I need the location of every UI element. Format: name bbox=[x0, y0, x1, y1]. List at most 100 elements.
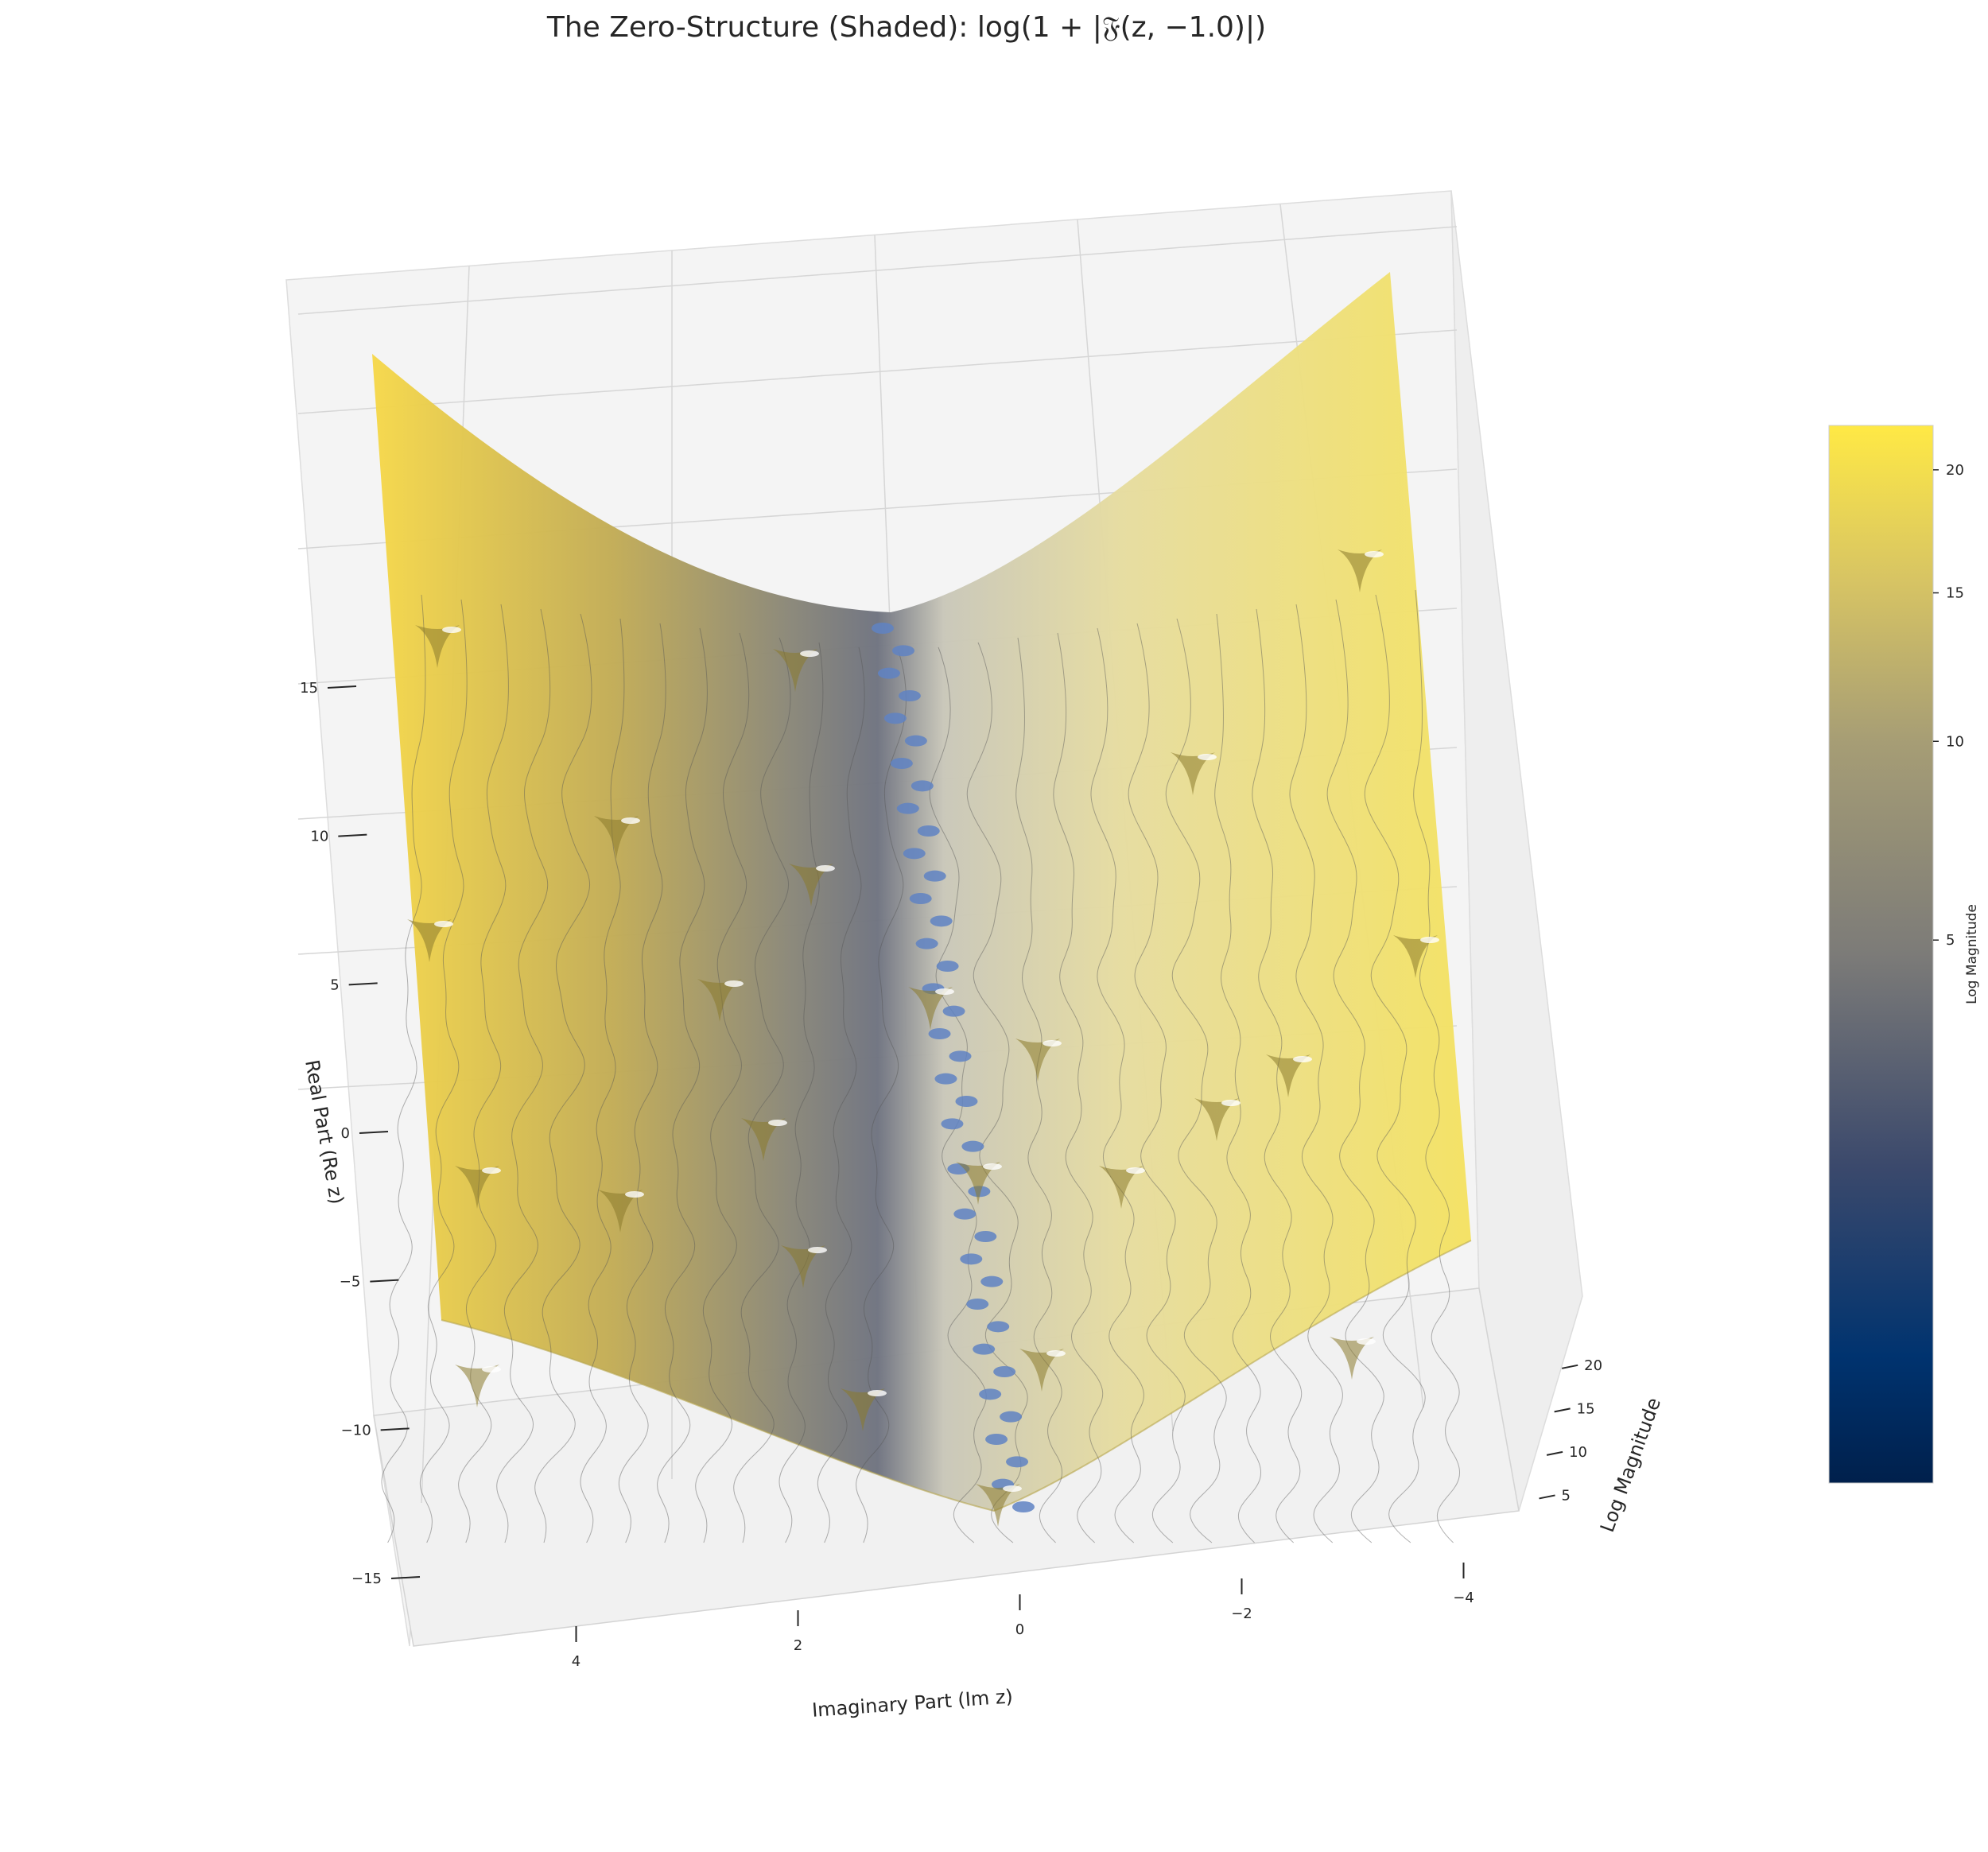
cusp-feature bbox=[1330, 1337, 1374, 1380]
colorbar-gradient bbox=[1828, 425, 1934, 1484]
x-tick-label: 0 bbox=[1015, 1621, 1024, 1638]
y-tick-label: 15 bbox=[300, 680, 318, 697]
zero-marker bbox=[936, 961, 959, 972]
cusp-highlight bbox=[482, 1366, 501, 1372]
cusp-highlight bbox=[1293, 1056, 1312, 1062]
surface-plot bbox=[372, 272, 1472, 1543]
zero-marker bbox=[915, 938, 938, 949]
cusp-feature bbox=[594, 816, 639, 859]
contour-line bbox=[1165, 618, 1227, 1543]
cusp-highlight bbox=[1198, 754, 1217, 760]
colorbar-tick-label: 15 bbox=[1946, 585, 1964, 602]
contour-lines bbox=[381, 589, 1460, 1543]
y-tick-label: −15 bbox=[351, 1571, 382, 1587]
cusp-feature bbox=[1015, 1039, 1060, 1081]
cusp-feature bbox=[1099, 1166, 1143, 1209]
cusp-feature bbox=[741, 1118, 786, 1161]
contour-line bbox=[458, 604, 509, 1543]
contour-line bbox=[1413, 589, 1460, 1543]
zero-marker bbox=[942, 1005, 965, 1017]
colorbar: 20 15 10 5 Log Magnitude bbox=[1828, 425, 1980, 1484]
contour-line bbox=[534, 613, 592, 1543]
contour-line bbox=[1053, 632, 1104, 1543]
zero-marker bbox=[960, 1253, 983, 1265]
zero-marker bbox=[917, 825, 940, 837]
z-tick-label: 20 bbox=[1584, 1357, 1602, 1374]
cusp-feature bbox=[781, 1245, 825, 1288]
cusp-feature bbox=[1338, 549, 1382, 592]
zero-marker bbox=[955, 1096, 978, 1107]
x-axis-label: Imaginary Part (Im z) bbox=[811, 1685, 1013, 1722]
cusp-feature bbox=[415, 625, 460, 668]
cusp-feature bbox=[1266, 1054, 1310, 1097]
x-tick-label: −2 bbox=[1231, 1605, 1252, 1622]
zero-marker bbox=[941, 1118, 964, 1130]
contour-line bbox=[966, 642, 1028, 1543]
x-tick-labels: 4 2 0 −2 −4 bbox=[572, 1563, 1474, 1670]
cusp-highlight bbox=[1357, 1338, 1376, 1345]
zero-marker bbox=[1006, 1456, 1029, 1468]
contour-line bbox=[929, 646, 987, 1543]
z-tick-mark bbox=[1561, 1364, 1578, 1369]
cusp-highlight bbox=[983, 1163, 1002, 1170]
cusp-highlight bbox=[621, 817, 640, 824]
cusp-feature bbox=[407, 919, 452, 962]
zero-marker bbox=[993, 1366, 1016, 1377]
cusp-highlight bbox=[1043, 1040, 1062, 1046]
cusp-highlight bbox=[1003, 1485, 1022, 1492]
x-tick-label: 4 bbox=[572, 1653, 580, 1670]
contour-line bbox=[419, 599, 468, 1543]
y-tick-mark bbox=[359, 1131, 389, 1134]
zero-marker bbox=[923, 870, 946, 882]
zero-marker bbox=[966, 1299, 989, 1310]
z-tick-label: 10 bbox=[1569, 1444, 1587, 1461]
contour-line bbox=[1214, 613, 1261, 1543]
zero-marker bbox=[973, 1343, 996, 1355]
contour-line bbox=[1128, 623, 1186, 1543]
zero-marker bbox=[883, 712, 907, 724]
y-tick-mark bbox=[380, 1427, 410, 1431]
surface-front-edge bbox=[441, 1240, 1472, 1512]
cusp-feature bbox=[697, 979, 742, 1022]
cusp-highlight bbox=[800, 650, 819, 657]
zero-marker bbox=[891, 645, 914, 657]
gridline-horizontal bbox=[297, 329, 1458, 414]
zero-marker bbox=[890, 758, 913, 769]
cusp-highlight bbox=[625, 1191, 644, 1198]
zero-marker bbox=[985, 1434, 1008, 1445]
z-tick-mark bbox=[1554, 1407, 1571, 1413]
colorbar-ticks: 20 15 10 5 bbox=[1933, 462, 1964, 949]
zero-marker bbox=[953, 1208, 977, 1220]
colorbar-tick-label: 10 bbox=[1946, 733, 1964, 750]
cusp-highlight bbox=[768, 1120, 787, 1126]
zero-marker bbox=[872, 623, 894, 634]
surface-body bbox=[372, 272, 1471, 1511]
cusp-feature bbox=[598, 1190, 643, 1233]
z-axis: 20 15 10 5 Log Magnitude bbox=[1539, 1357, 1665, 1536]
contour-line bbox=[779, 642, 824, 1543]
cusp-feature bbox=[455, 1365, 499, 1407]
zero-marker bbox=[961, 1140, 984, 1152]
cusp-highlight bbox=[442, 627, 461, 633]
contour-line bbox=[817, 646, 865, 1543]
cusp-feature bbox=[789, 864, 833, 907]
cusp-highlight bbox=[868, 1390, 887, 1396]
cusp-feature bbox=[976, 1484, 1020, 1527]
x-tick-label: 2 bbox=[794, 1637, 802, 1654]
cusp-highlight bbox=[1221, 1100, 1241, 1106]
zero-marker bbox=[987, 1321, 1010, 1333]
colorbar-tick-label: 5 bbox=[1946, 932, 1955, 949]
colorbar-label: Log Magnitude bbox=[1964, 904, 1980, 1004]
contour-line bbox=[1252, 608, 1303, 1543]
contour-line bbox=[580, 618, 625, 1543]
zero-marker bbox=[930, 915, 953, 927]
zero-marker bbox=[898, 690, 921, 701]
contour-line bbox=[856, 651, 907, 1543]
z-axis-label: Log Magnitude bbox=[1596, 1395, 1665, 1536]
zero-marker bbox=[1012, 1501, 1035, 1512]
cusp-feature bbox=[1194, 1098, 1239, 1141]
cusp-feature bbox=[956, 1162, 1000, 1205]
y-tick-mark bbox=[327, 685, 357, 689]
cusp-highlight bbox=[1046, 1350, 1066, 1357]
